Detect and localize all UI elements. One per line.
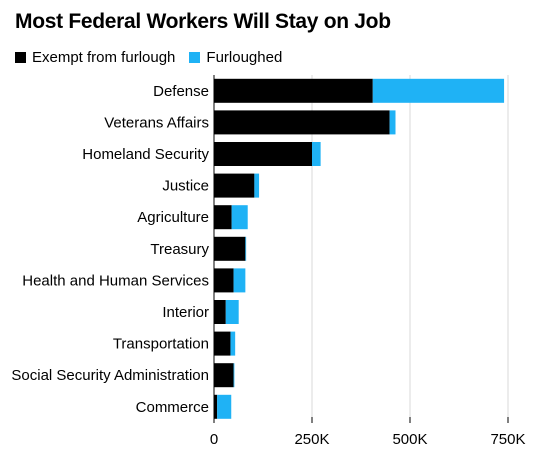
bar-defense-exempt-from-furlough — [214, 78, 373, 103]
category-label-transportation: Transportation — [113, 336, 209, 353]
bar-homeland-security-furloughed — [312, 142, 321, 166]
chart-legend: Exempt from furlough Furloughed — [15, 49, 296, 66]
legend-swatch-furloughed — [189, 52, 201, 63]
legend-label-exempt: Exempt from furlough — [32, 49, 176, 66]
x-tick-label-0: 0 — [210, 431, 218, 448]
legend-swatch-exempt — [15, 52, 26, 63]
category-label-agriculture: Agriculture — [137, 209, 209, 226]
bar-justice-exempt-from-furlough — [214, 173, 255, 198]
bar-treasury-exempt-from-furlough — [214, 236, 246, 261]
bar-interior-exempt-from-furlough — [214, 300, 226, 324]
bar-health-and-human-services-exempt-from-furlough — [214, 268, 234, 293]
chart-title: Most Federal Workers Will Stay on Job — [15, 10, 391, 33]
category-label-defense: Defense — [153, 83, 209, 100]
bar-commerce-exempt-from-furlough — [214, 394, 218, 419]
bar-health-and-human-services-furloughed — [233, 268, 246, 293]
bar-transportation-exempt-from-furlough — [214, 331, 231, 356]
legend-item-furloughed: Furloughed — [189, 49, 282, 66]
category-label-veterans-affairs: Veterans Affairs — [104, 114, 209, 131]
legend-item-exempt: Exempt from furlough — [15, 49, 175, 66]
bar-veterans-affairs-furloughed — [389, 110, 396, 135]
legend-label-furloughed: Furloughed — [206, 49, 283, 66]
bar-homeland-security-exempt-from-furlough — [214, 142, 312, 166]
category-label-justice: Justice — [162, 178, 209, 195]
bar-agriculture-furloughed — [231, 205, 248, 230]
category-label-social-security-administration: Social Security Administration — [11, 367, 209, 384]
category-label-health-and-human-services: Health and Human Services — [22, 272, 209, 289]
bar-transportation-furloughed — [230, 331, 236, 356]
x-tick-label-250K: 250K — [294, 431, 329, 448]
x-tick-label-500K: 500K — [392, 431, 427, 448]
category-label-interior: Interior — [162, 304, 209, 321]
category-label-commerce: Commerce — [136, 399, 209, 416]
category-label-treasury: Treasury — [150, 241, 209, 258]
bar-defense-furloughed — [372, 78, 505, 103]
bar-social-security-administration-exempt-from-furlough — [214, 363, 234, 388]
category-label-homeland-security: Homeland Security — [82, 146, 209, 163]
bar-veterans-affairs-exempt-from-furlough — [214, 110, 390, 135]
bar-agriculture-exempt-from-furlough — [214, 205, 232, 230]
bar-commerce-furloughed — [217, 394, 232, 419]
bar-social-security-administration-furloughed — [233, 363, 235, 388]
bar-justice-furloughed — [254, 173, 260, 198]
bar-interior-furloughed — [225, 300, 239, 324]
bar-treasury-furloughed — [245, 236, 247, 261]
x-tick-label-750K: 750K — [490, 431, 525, 448]
